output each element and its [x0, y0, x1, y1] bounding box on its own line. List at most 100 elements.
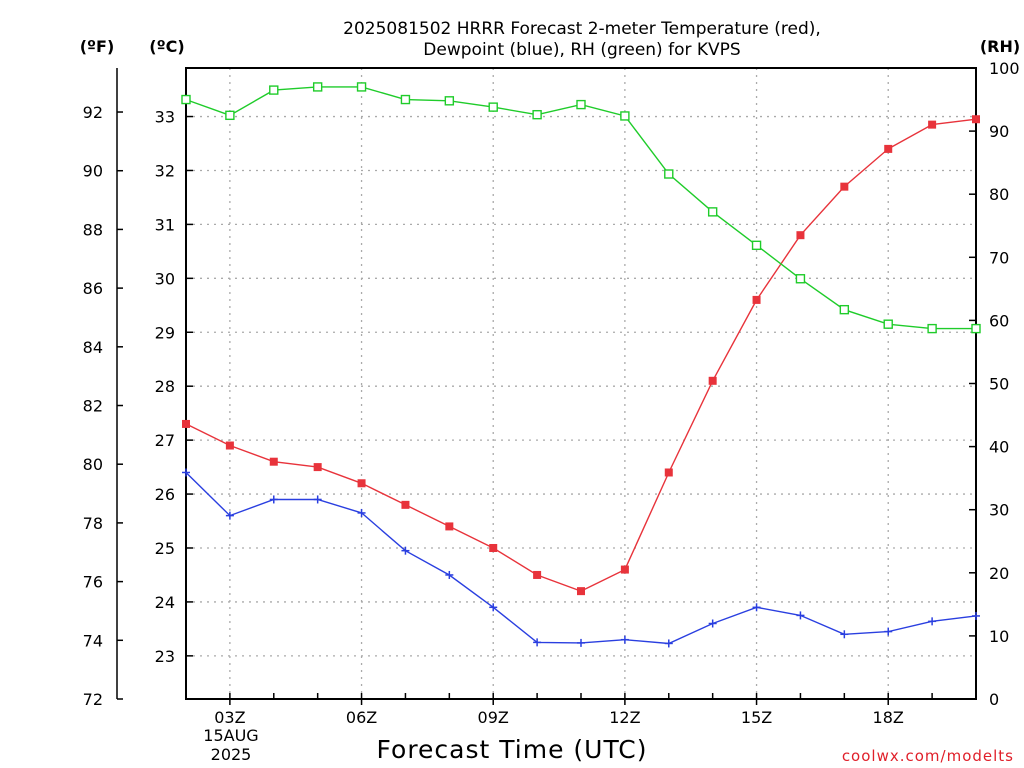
series-rh-line: [185, 86, 976, 330]
y-tick-label-rh: 80: [989, 185, 1009, 204]
series-temperature-point: [928, 120, 937, 129]
series-rh-point: [795, 274, 806, 284]
series-dewpoint-point: [577, 638, 585, 647]
y-tick-label-celsius: 30: [155, 269, 175, 288]
y-tick-label-rh: 20: [989, 564, 1009, 583]
y-tick-label-fahrenheit: 76: [83, 573, 103, 592]
y-tick-label-rh: 0: [989, 690, 999, 709]
series-temperature-point: [357, 479, 366, 488]
y-tick-label-fahrenheit: 92: [83, 103, 103, 122]
y-tick-label-celsius: 28: [155, 377, 175, 396]
series-rh-point: [883, 319, 893, 329]
series-temperature-point: [445, 522, 454, 531]
series-dewpoint-point: [357, 508, 366, 517]
series-rh-point: [707, 207, 718, 217]
series-dewpoint-point: [533, 638, 542, 647]
series-temperature-point: [796, 231, 805, 240]
y-tick-label-fahrenheit: 88: [83, 220, 103, 239]
x-tick-label: 03Z: [214, 708, 245, 727]
series-dewpoint-point: [928, 617, 937, 626]
series-rh-point: [751, 240, 762, 251]
series-temperature-point: [577, 587, 585, 596]
y-tick-label-celsius: 33: [155, 108, 175, 127]
series-temperature-point: [313, 463, 322, 472]
series-rh-point: [356, 82, 367, 92]
series-dewpoint-point: [752, 603, 761, 612]
y-tick-label-rh: 30: [989, 501, 1009, 520]
unit-label-celsius: (ºC): [149, 37, 184, 56]
y-tick-label-rh: 100: [989, 59, 1020, 78]
x-date-label-year: 2025: [211, 745, 252, 764]
y-tick-label-celsius: 32: [155, 161, 175, 180]
x-tick-label: 06Z: [346, 708, 377, 727]
series-rh-point: [488, 102, 498, 112]
series-dewpoint-point: [796, 611, 805, 620]
y-tick-label-fahrenheit: 82: [83, 397, 103, 416]
y-tick-label-fahrenheit: 78: [83, 514, 103, 533]
series-temperature-point: [182, 419, 190, 428]
series-dewpoint-point: [313, 495, 322, 504]
series-dewpoint-point: [620, 635, 629, 644]
unit-label-rh: (RH): [980, 37, 1020, 56]
y-tick-label-fahrenheit: 80: [83, 455, 103, 474]
series-dewpoint-point: [708, 619, 717, 628]
series-temperature-point: [708, 376, 717, 385]
series-rh: [181, 82, 981, 334]
x-tick-label: 12Z: [609, 708, 640, 727]
series-temperature-point: [840, 182, 849, 191]
series-dewpoint-point: [269, 495, 278, 504]
plot-frame: [185, 67, 977, 700]
series-temperature-point: [884, 144, 893, 153]
y-tick-label-celsius: 23: [155, 647, 175, 666]
series-temperature-point: [620, 565, 629, 574]
series-rh-point: [181, 94, 191, 105]
series-temperature-point: [269, 457, 278, 466]
y-tick-label-rh: 50: [989, 375, 1009, 394]
chart-title-line2: Dewpoint (blue), RH (green) for KVPS: [423, 40, 740, 60]
y-tick-label-rh: 90: [989, 122, 1009, 141]
series-rh-point: [971, 323, 981, 334]
series-rh-point: [927, 323, 937, 334]
y-tick-label-fahrenheit: 84: [83, 338, 103, 357]
chart-title-line1: 2025081502 HRRR Forecast 2-meter Tempera…: [343, 19, 821, 39]
series-rh-point: [269, 85, 279, 95]
series-dewpoint-point: [972, 611, 980, 620]
tick-labels: 72 74 76 78 80 82 84 86 88 90 92 23 24 25 26 27 28 29 30 31…: [83, 59, 1020, 727]
series-temperature-point: [664, 468, 673, 477]
series-temperature-point: [972, 115, 980, 124]
x-axis-title: Forecast Time (UTC): [377, 735, 648, 764]
series-rh-point: [576, 99, 586, 110]
y-tick-label-fahrenheit: 90: [83, 162, 103, 181]
y-tick-label-celsius: 24: [155, 593, 175, 612]
y-tick-label-fahrenheit: 74: [83, 631, 103, 650]
series-rh-point: [225, 110, 235, 121]
y-tick-label-rh: 10: [989, 627, 1009, 646]
series-lines: [181, 82, 981, 648]
y-tick-label-celsius: 29: [155, 323, 175, 342]
series-dewpoint: [182, 468, 980, 648]
series-temperature-point: [225, 441, 234, 450]
series-dewpoint-line: [185, 472, 977, 645]
series-rh-point: [664, 169, 674, 179]
x-tick-label: 09Z: [478, 708, 509, 727]
series-dewpoint-point: [664, 639, 673, 648]
series-dewpoint-point: [489, 603, 498, 612]
series-dewpoint-point: [225, 511, 234, 520]
source-credit[interactable]: coolwx.com/modelts: [842, 747, 1014, 765]
series-dewpoint-point: [884, 627, 893, 636]
y-tick-label-celsius: 26: [155, 485, 175, 504]
series-dewpoint-point: [445, 570, 454, 579]
series-temperature-point: [752, 295, 761, 304]
series-temperature: [182, 115, 980, 596]
series-dewpoint-point: [182, 468, 190, 477]
series-rh-point: [839, 304, 850, 315]
y-tick-label-rh: 60: [989, 311, 1009, 330]
y-tick-label-celsius: 31: [155, 215, 175, 234]
x-date-label-day: 15AUG: [203, 726, 258, 745]
series-temperature-point: [489, 543, 498, 552]
series-dewpoint-point: [840, 630, 849, 639]
y-tick-label-fahrenheit: 86: [83, 279, 103, 298]
series-temperature-point: [533, 570, 542, 579]
y-tick-label-rh: 70: [989, 248, 1009, 267]
